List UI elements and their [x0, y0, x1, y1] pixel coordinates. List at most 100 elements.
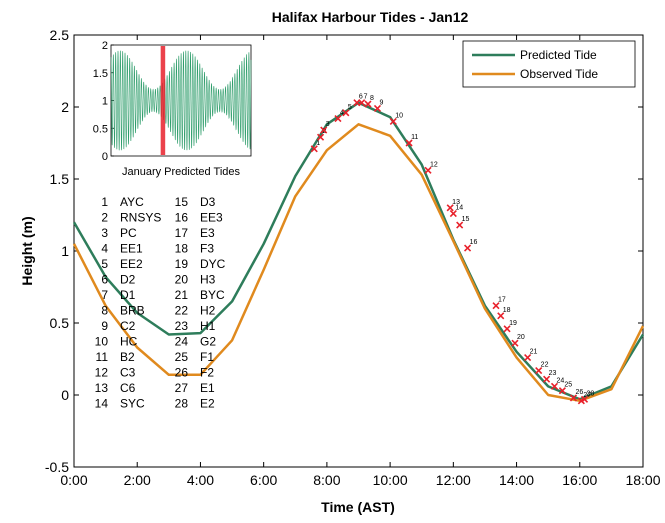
station-marker-label: 10	[395, 112, 403, 119]
station-number: 26	[175, 366, 189, 380]
station-name: RNSYS	[120, 211, 161, 225]
series-layer	[72, 101, 645, 403]
station-name: F2	[200, 366, 214, 380]
station-list: 1 AYC 2 RNSYS 3 PC 4 EE1 5 EE2 6 D2 7 D1 8 BRB 9 C2 10 HC 11…	[95, 195, 226, 411]
x-tick-label: 12:00	[436, 472, 471, 488]
station-name: H1	[200, 319, 216, 333]
x-tick-label: 10:00	[373, 472, 408, 488]
station-number: 1	[101, 195, 108, 209]
y-tick-label: 0.5	[50, 315, 70, 331]
legend-label-predicted: Predicted Tide	[520, 48, 597, 62]
marker-layer: 1234567891011121314151617181920212223242…	[310, 94, 595, 405]
station-name: E3	[200, 226, 215, 240]
station-marker	[424, 166, 432, 174]
station-name: EE2	[120, 257, 143, 271]
station-marker-label: 20	[517, 334, 525, 341]
station-number: 27	[175, 381, 189, 395]
predicted-tide-line	[72, 101, 645, 401]
inset-plot: 0 0.5 1 1.5 2 January Predicted Tides	[93, 40, 252, 178]
station-number: 23	[175, 319, 189, 333]
station-name: B2	[120, 350, 135, 364]
station-marker	[535, 366, 543, 375]
station-marker	[569, 394, 578, 402]
x-axis: 0:00 2:00 4:00 6:00 8:00 10:00 12:00 14:00 16:00…	[60, 35, 661, 488]
station-marker-label: 22	[541, 362, 549, 369]
x-tick-label: 2:00	[124, 472, 151, 488]
legend: Predicted Tide Observed Tide	[462, 40, 636, 88]
station-marker-label: 11	[411, 134, 418, 141]
station-marker	[364, 100, 372, 108]
station-number: 14	[95, 397, 109, 411]
station-marker	[456, 221, 464, 229]
station-name: D2	[120, 273, 136, 287]
station-marker-label: 8	[370, 95, 374, 102]
station-marker-label: 5	[348, 104, 352, 111]
station-number: 6	[101, 273, 108, 287]
station-name: F1	[200, 350, 214, 364]
station-marker-label: 25	[564, 382, 572, 389]
inset-y-tick-label: 2	[102, 40, 108, 52]
station-name: BYC	[200, 288, 225, 302]
station-marker-label: 4	[340, 110, 344, 117]
station-marker	[373, 104, 382, 113]
legend-box	[462, 40, 636, 88]
station-marker-label: 28	[587, 390, 595, 397]
station-name: E1	[200, 381, 215, 395]
station-marker-label: 13	[452, 199, 460, 206]
station-number: 11	[96, 350, 109, 364]
station-marker	[334, 114, 342, 123]
observed-tide-line	[72, 123, 645, 403]
station-name: H3	[200, 273, 216, 287]
y-tick-label: 0	[61, 387, 69, 403]
station-number: 12	[95, 366, 109, 380]
station-number: 2	[101, 211, 108, 225]
y-tick-label: 2	[61, 99, 69, 115]
inset-highlight-day	[160, 46, 166, 155]
station-number: 7	[101, 288, 108, 302]
inset-y-tick-label: 1.5	[93, 68, 108, 80]
y-tick-label: 1	[61, 243, 69, 259]
station-number: 18	[175, 242, 189, 256]
station-name: AYC	[120, 195, 144, 209]
station-name: EE3	[200, 211, 223, 225]
station-number: 21	[175, 288, 189, 302]
station-name: DYC	[200, 257, 226, 271]
station-marker-label: 12	[430, 161, 438, 168]
inset-title: January Predicted Tides	[122, 166, 241, 178]
station-name: F3	[200, 242, 214, 256]
station-marker	[463, 244, 472, 252]
station-number: 3	[101, 226, 108, 240]
station-marker	[558, 387, 566, 395]
station-name: SYC	[120, 397, 145, 411]
x-tick-label: 18:00	[625, 472, 660, 488]
station-marker-label: 27	[583, 392, 591, 399]
station-marker-label: 24	[556, 377, 564, 384]
station-marker	[358, 99, 366, 107]
station-number: 10	[95, 335, 109, 349]
station-marker-label: 3	[326, 121, 330, 128]
station-marker	[310, 145, 318, 153]
chart-title: Halifax Harbour Tides - Jan12	[272, 9, 469, 25]
station-marker	[580, 395, 589, 403]
inset-line	[110, 50, 252, 151]
station-name: HC	[120, 335, 138, 349]
station-name: C2	[120, 319, 136, 333]
station-name: EE1	[120, 242, 143, 256]
station-number: 16	[175, 211, 189, 225]
x-tick-label: 14:00	[499, 472, 534, 488]
station-marker-label: 26	[575, 389, 583, 396]
station-marker	[389, 117, 397, 125]
inset-y-tick-label: 0	[102, 151, 108, 163]
station-marker-label: 14	[455, 205, 463, 212]
station-marker	[492, 302, 500, 310]
x-tick-label: 6:00	[250, 472, 277, 488]
inset-tide-curve	[110, 46, 252, 155]
station-marker-label: 21	[530, 349, 538, 356]
inset-y-tick-label: 0.5	[93, 123, 108, 135]
x-tick-label: 16:00	[562, 472, 597, 488]
station-number: 9	[101, 319, 108, 333]
station-name: PC	[120, 226, 137, 240]
station-name: C3	[120, 366, 136, 380]
station-marker-label: 16	[470, 239, 478, 246]
